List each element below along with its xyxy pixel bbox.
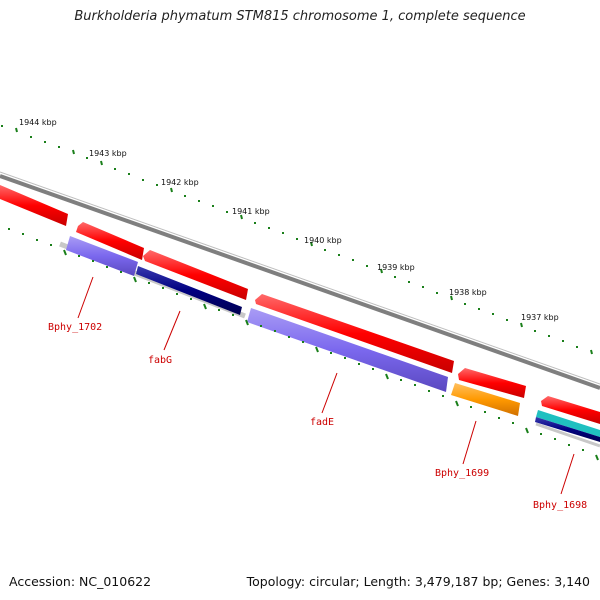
cds-forward-feature[interactable] [541, 396, 600, 424]
kbp-label: 1939 kbp [377, 263, 415, 272]
gene-label-fade[interactable]: fadE [310, 417, 334, 428]
outer-scale: 1944 kbp 1943 kbp 1942 kbp 1941 kbp 1940… [1, 118, 593, 355]
inner-scale [8, 228, 599, 461]
forward-strand-features [0, 185, 600, 424]
accession-text: Accession: NC_010622 [9, 574, 152, 589]
cds-forward-feature[interactable] [76, 222, 144, 260]
map-title: Burkholderia phymatum STM815 chromosome … [74, 9, 526, 24]
gene-label-bphy-1702[interactable]: Bphy_1702 [48, 322, 102, 333]
chromosome-backbone [0, 174, 600, 390]
outer-tick-marks [15, 127, 593, 355]
cds-forward-feature[interactable] [143, 250, 248, 300]
kbp-label: 1941 kbp [232, 207, 270, 216]
cds-reverse-feature[interactable] [536, 410, 600, 437]
gene-label-bphy-1699[interactable]: Bphy_1699 [435, 468, 489, 479]
cds-reverse-feature[interactable] [247, 308, 448, 392]
kbp-label: 1940 kbp [304, 236, 342, 245]
inner-tick-marks [63, 249, 599, 461]
gene-label-bphy-1698[interactable]: Bphy_1698 [533, 500, 587, 511]
backbone-shadow [0, 171, 600, 385]
cds-forward-feature[interactable] [255, 294, 454, 373]
topology-text: Topology: circular; Length: 3,479,187 bp… [246, 574, 590, 589]
reverse-shadow-line [535, 422, 600, 448]
cds-forward-feature[interactable] [0, 185, 68, 226]
kbp-label: 1938 kbp [449, 288, 487, 297]
inner-tick-dots [8, 228, 584, 451]
kbp-label: 1943 kbp [89, 149, 127, 158]
cds-reverse-feature[interactable] [136, 266, 242, 315]
gene-label-fabg[interactable]: fabG [148, 355, 172, 366]
cds-reverse-feature[interactable] [66, 236, 138, 276]
cds-reverse-feature[interactable] [451, 383, 520, 416]
cds-reverse-feature[interactable] [535, 417, 600, 442]
gene-labels: Bphy_1702 fabG fadE Bphy_1699 Bphy_1698 [48, 322, 587, 511]
cds-forward-feature[interactable] [458, 368, 526, 398]
reverse-strand-features [59, 236, 600, 448]
kbp-label: 1937 kbp [521, 313, 559, 322]
kbp-label: 1944 kbp [19, 118, 57, 127]
kbp-label: 1942 kbp [161, 178, 199, 187]
outer-tick-dots [1, 125, 578, 348]
gene-leader-lines [77, 276, 575, 495]
